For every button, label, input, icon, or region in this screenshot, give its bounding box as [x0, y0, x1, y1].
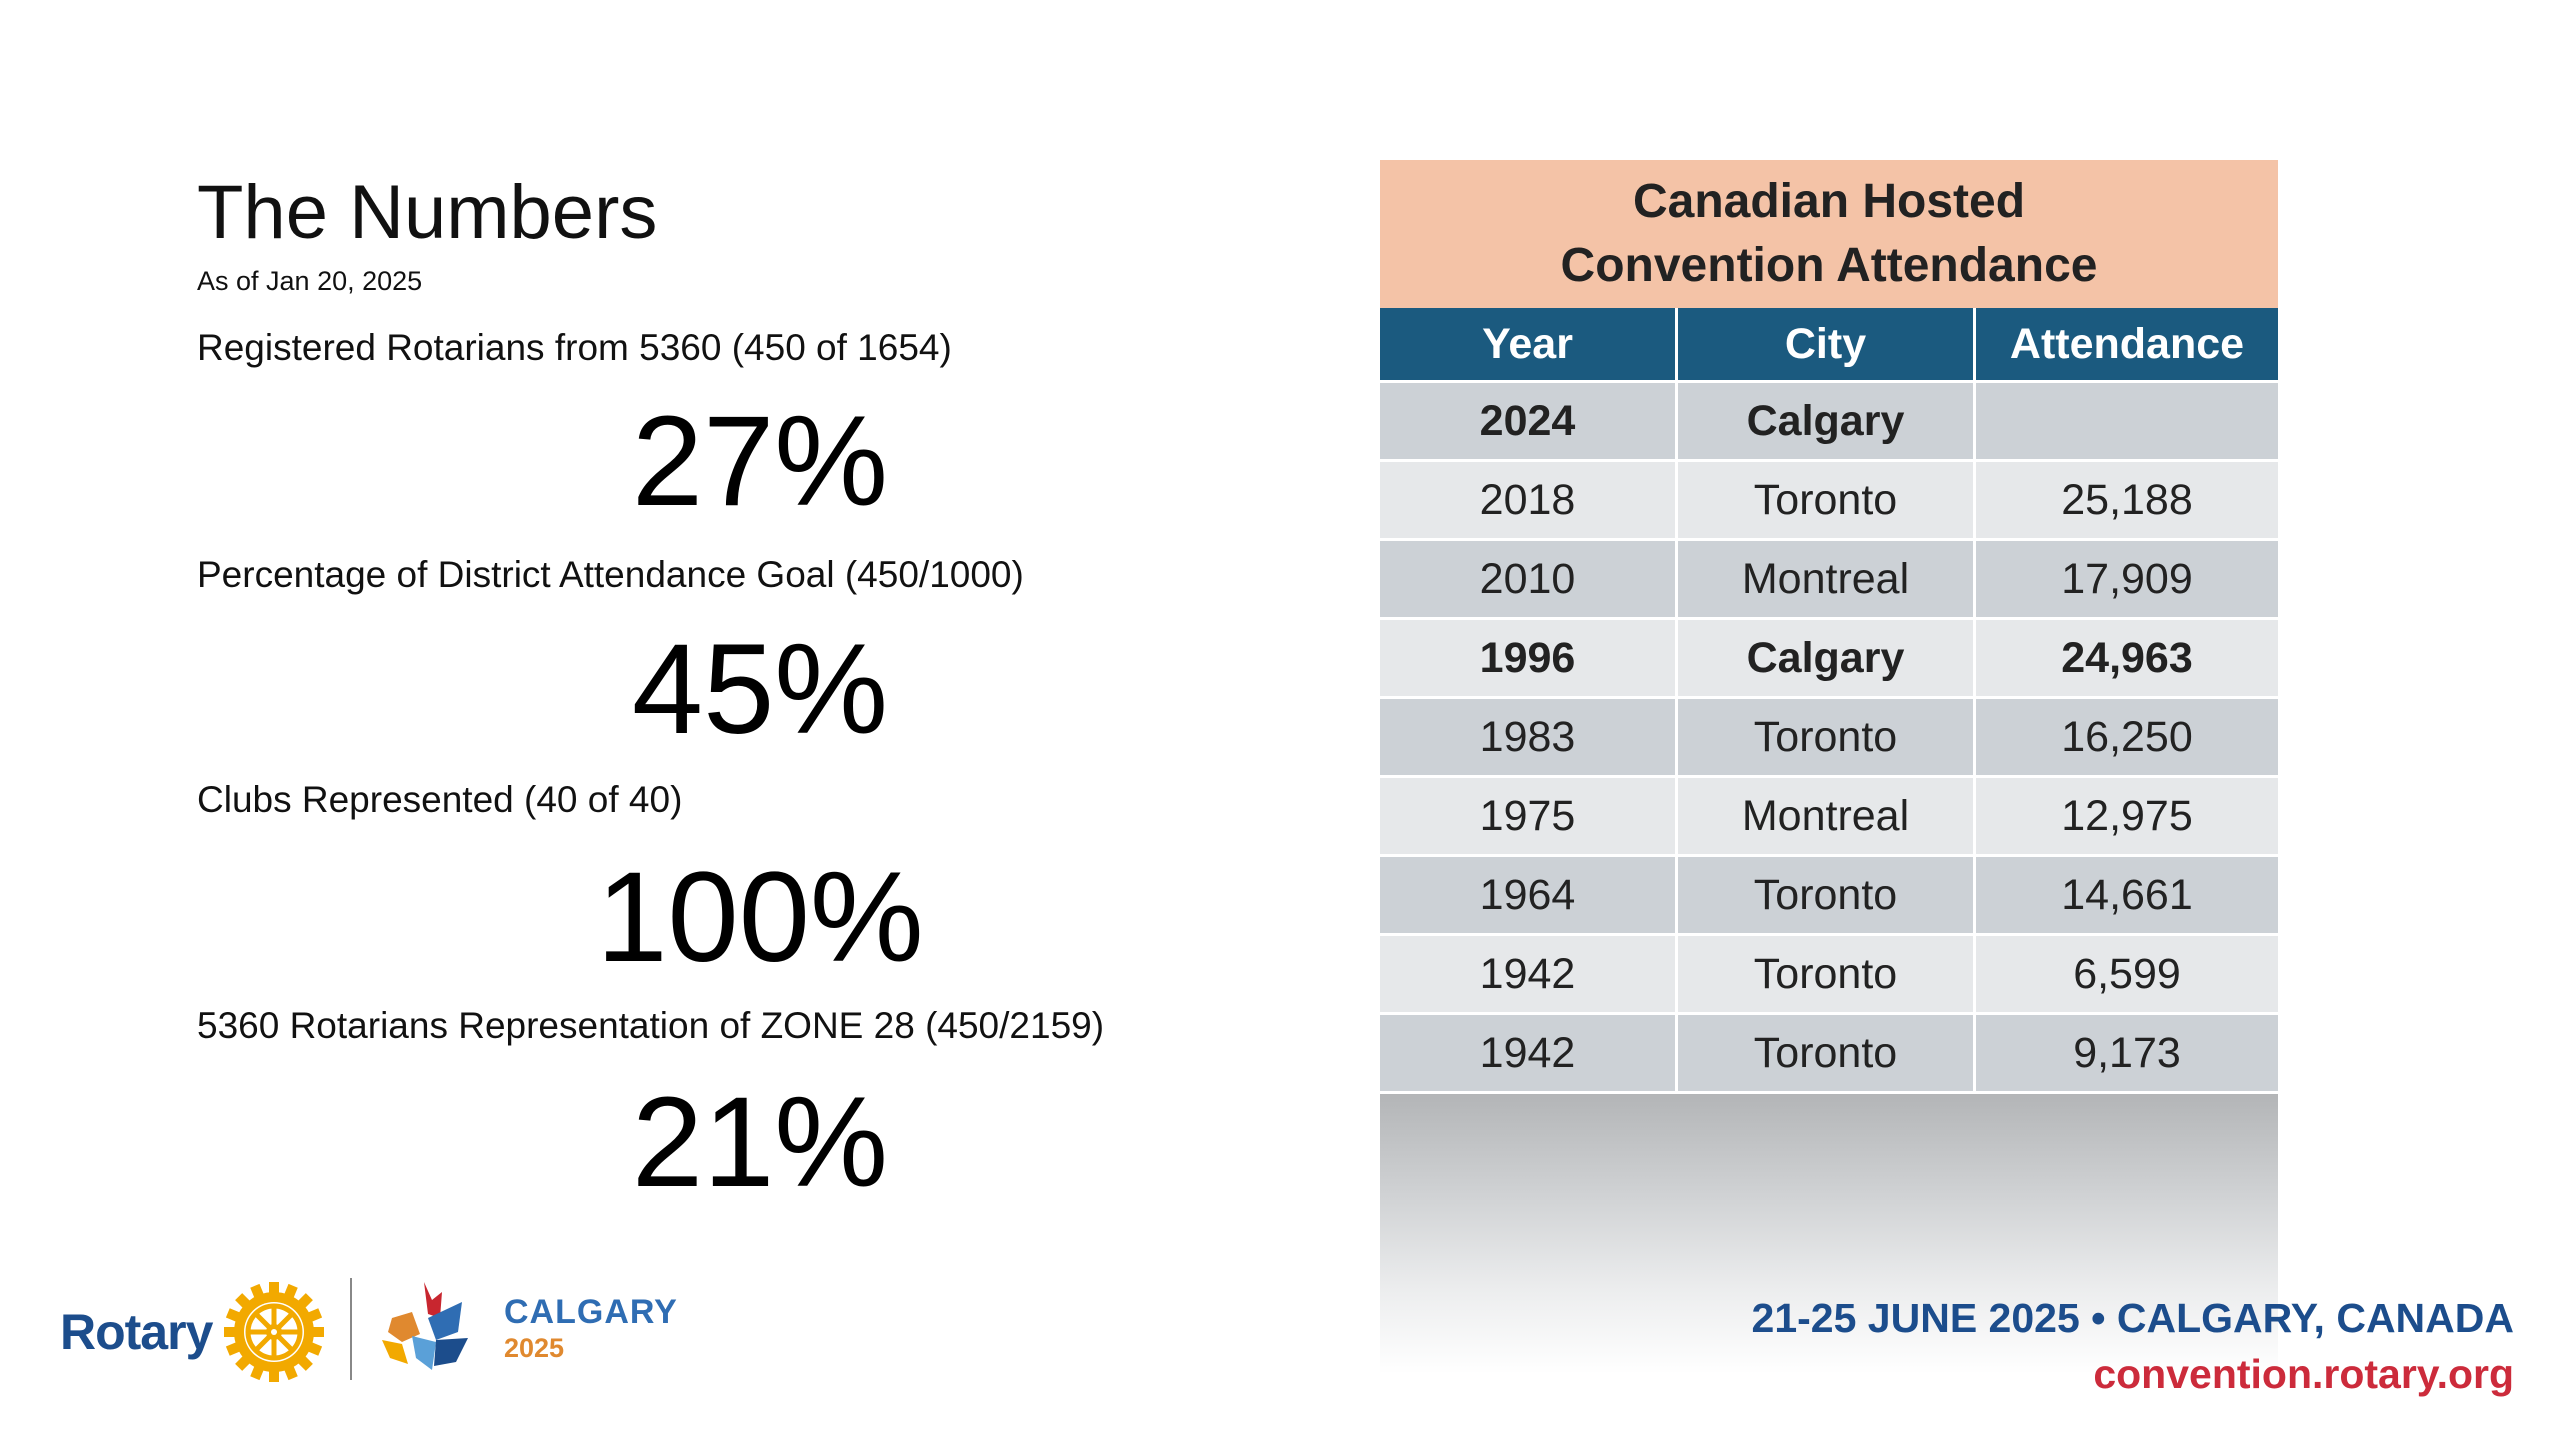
table-header-row: Year City Attendance: [1380, 308, 2278, 383]
cell-year: 1983: [1380, 699, 1678, 778]
table-row: 1942 Toronto 6,599: [1380, 936, 2278, 1015]
table-title-line1: Canadian Hosted: [1632, 175, 2026, 228]
as-of-date: As of Jan 20, 2025: [197, 266, 423, 296]
cell-year: 2010: [1380, 541, 1678, 620]
cell-city: Toronto: [1678, 699, 1976, 778]
calgary-wordmark: CALGARY 2025: [504, 1294, 678, 1366]
cell-attendance: 9,173: [1976, 1015, 2278, 1094]
stat-label-zone: 5360 Rotarians Representation of ZONE 28…: [197, 1005, 1105, 1046]
cell-attendance: 16,250: [1976, 699, 2278, 778]
cell-year: 1975: [1380, 778, 1678, 857]
calgary-year: 2025: [504, 1333, 565, 1363]
logo-divider: [350, 1278, 352, 1380]
footer-event-info: 21-25 JUNE 2025 • CALGARY, CANADA conven…: [1752, 1290, 2514, 1402]
cell-year: 1942: [1380, 936, 1678, 1015]
cell-city: Toronto: [1678, 857, 1976, 936]
cell-city: Montreal: [1678, 541, 1976, 620]
column-header-attendance: Attendance: [1976, 308, 2278, 383]
stat-label-registered: Registered Rotarians from 5360 (450 of 1…: [197, 327, 952, 368]
table-title-line2: Convention Attendance: [1560, 239, 2098, 292]
table-row: 1942 Toronto 9,173: [1380, 1015, 2278, 1094]
cell-attendance: 6,599: [1976, 936, 2278, 1015]
slide-title: The Numbers: [197, 170, 658, 255]
table-title: Canadian Hosted Convention Attendance: [1380, 160, 2278, 308]
calgary-name: CALGARY: [504, 1293, 678, 1331]
table-row: 1983 Toronto 16,250: [1380, 699, 2278, 778]
column-header-city: City: [1678, 308, 1976, 383]
cell-city: Toronto: [1678, 462, 1976, 541]
stat-label-goal: Percentage of District Attendance Goal (…: [197, 554, 1024, 595]
cell-city: Toronto: [1678, 936, 1976, 1015]
maple-leaf-icon: [382, 1282, 468, 1370]
cell-year: 2024: [1380, 383, 1678, 462]
cell-attendance: [1976, 383, 2278, 462]
rotary-wheel-icon: [224, 1282, 325, 1382]
cell-attendance: 12,975: [1976, 778, 2278, 857]
stat-label-clubs: Clubs Represented (40 of 40): [197, 779, 683, 820]
table-reflection: [1380, 1094, 2278, 1374]
column-header-year: Year: [1380, 308, 1678, 383]
cell-attendance: 24,963: [1976, 620, 2278, 699]
table-row: 1975 Montreal 12,975: [1380, 778, 2278, 857]
cell-city: Toronto: [1678, 1015, 1976, 1094]
cell-year: 2018: [1380, 462, 1678, 541]
cell-year: 1942: [1380, 1015, 1678, 1094]
table-row: 2010 Montreal 17,909: [1380, 541, 2278, 620]
cell-year: 1996: [1380, 620, 1678, 699]
cell-year: 1964: [1380, 857, 1678, 936]
cell-attendance: 14,661: [1976, 857, 2278, 936]
cell-city: Calgary: [1678, 383, 1976, 462]
table-row: 1964 Toronto 14,661: [1380, 857, 2278, 936]
calgary-2025-logo: CALGARY 2025: [372, 1278, 678, 1382]
event-dates: 21-25 JUNE 2025 • CALGARY, CANADA: [1751, 1295, 2514, 1341]
attendance-table: Canadian Hosted Convention Attendance Ye…: [1380, 160, 2278, 1374]
table-row: 1996 Calgary 24,963: [1380, 620, 2278, 699]
table-row: 2018 Toronto 25,188: [1380, 462, 2278, 541]
cell-city: Calgary: [1678, 620, 1976, 699]
cell-attendance: 25,188: [1976, 462, 2278, 541]
convention-url[interactable]: convention.rotary.org: [2093, 1351, 2514, 1397]
table-row: 2024 Calgary: [1380, 383, 2278, 462]
cell-city: Montreal: [1678, 778, 1976, 857]
rotary-logo: Rotary: [60, 1280, 326, 1384]
cell-attendance: 17,909: [1976, 541, 2278, 620]
rotary-wordmark: Rotary: [60, 1304, 213, 1360]
